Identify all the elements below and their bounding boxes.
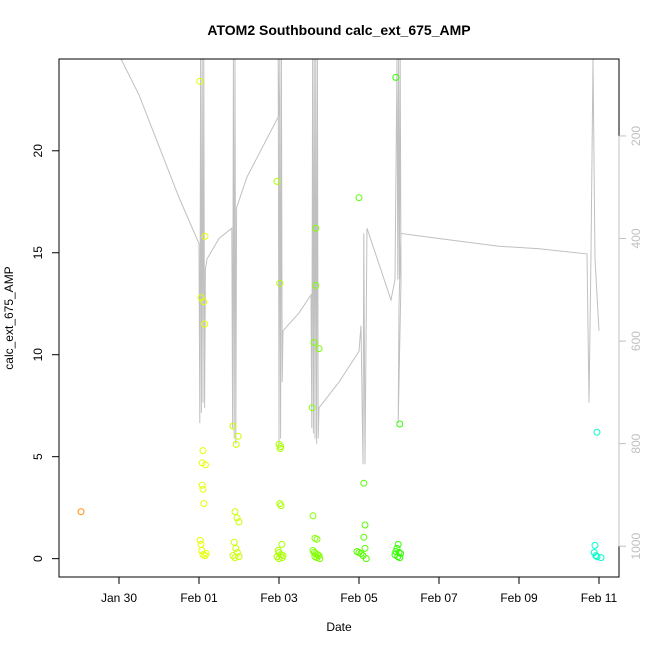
data-point-43 — [278, 554, 286, 562]
data-point-44 — [275, 555, 283, 563]
data-point-81 — [593, 428, 601, 436]
data-point-21 — [231, 508, 239, 516]
data-point-57 — [315, 552, 323, 560]
data-point-72 — [396, 420, 404, 428]
y-tick-label-1: 5 — [31, 453, 45, 460]
x-tick-label-1: Feb 01 — [180, 591, 218, 605]
data-point-45 — [312, 224, 320, 232]
data-point-65 — [361, 544, 369, 552]
data-point-73 — [394, 540, 402, 548]
data-point-28 — [235, 553, 243, 561]
x-tick-label-5: Feb 09 — [500, 591, 538, 605]
data-point-29 — [231, 554, 239, 562]
plot-frame — [58, 58, 620, 578]
depth-series-line — [120, 59, 600, 465]
data-point-31 — [276, 279, 284, 287]
depth-line-layer — [120, 59, 600, 465]
data-point-1 — [196, 77, 204, 85]
data-point-17 — [202, 550, 210, 557]
data-point-11 — [200, 500, 208, 508]
data-point-6 — [199, 447, 207, 455]
data-point-24 — [230, 538, 238, 546]
data-point-18 — [229, 422, 237, 430]
data-point-32 — [275, 440, 283, 448]
data-point-52 — [313, 535, 321, 543]
data-point-50 — [309, 512, 317, 520]
data-point-3 — [200, 298, 208, 306]
x-tick-label-6: Feb 11 — [581, 591, 618, 605]
right-tick-label-3: 800 — [629, 433, 643, 453]
data-point-47 — [310, 339, 318, 346]
data-point-10 — [199, 485, 207, 493]
y-axis-label: calc_ext_675_AMP — [2, 266, 16, 369]
y-tick-label-3: 15 — [31, 246, 45, 260]
data-point-34 — [276, 445, 284, 452]
data-point-4 — [201, 232, 209, 240]
data-point-68 — [357, 550, 365, 557]
right-tick-label-4: 1000 — [629, 533, 643, 560]
data-point-13 — [197, 540, 205, 548]
data-point-63 — [361, 521, 369, 529]
y-tick-label-4: 20 — [31, 144, 45, 158]
data-point-30 — [273, 177, 281, 185]
data-point-71 — [392, 73, 400, 81]
right-tick-label-2: 600 — [629, 331, 643, 351]
data-point-36 — [277, 502, 285, 510]
data-point-19 — [234, 432, 242, 440]
data-point-9 — [198, 481, 206, 489]
data-point-42 — [273, 553, 281, 561]
y-tick-label-2: 10 — [31, 348, 45, 362]
data-point-80 — [396, 554, 404, 562]
data-point-48 — [315, 345, 323, 353]
data-point-37 — [278, 540, 286, 548]
data-point-49 — [308, 404, 316, 412]
data-point-5 — [201, 320, 209, 328]
data-point-82 — [591, 541, 599, 549]
data-point-76 — [395, 549, 403, 556]
x-tick-label-4: Feb 07 — [420, 591, 458, 605]
data-point-70 — [362, 555, 370, 563]
y-axis: 0 5 10 15 20 — [31, 144, 59, 562]
data-point-12 — [196, 536, 204, 544]
x-tick-label-0: Jan 30 — [101, 591, 137, 605]
points-layer — [77, 73, 605, 563]
data-point-0 — [77, 508, 85, 516]
data-point-22 — [233, 514, 241, 522]
data-point-20 — [232, 440, 240, 448]
right-tick-label-0: 200 — [629, 126, 643, 146]
data-point-62 — [360, 479, 368, 487]
right-axis: 200 400 600 800 1000 — [618, 126, 643, 560]
data-point-60 — [316, 555, 324, 563]
data-point-25 — [232, 544, 240, 552]
x-axis-label: Date — [326, 620, 352, 634]
data-point-8 — [201, 461, 209, 469]
data-point-85 — [593, 553, 601, 561]
data-point-64 — [360, 533, 368, 541]
x-tick-label-3: Feb 05 — [340, 591, 378, 605]
x-tick-label-2: Feb 03 — [260, 591, 298, 605]
x-axis: Jan 30 Feb 01 Feb 03 Feb 05 Feb 07 Feb 09 Feb … — [101, 577, 618, 605]
data-point-86 — [597, 554, 605, 562]
right-tick-label-1: 400 — [629, 228, 643, 248]
data-point-46 — [312, 281, 320, 289]
y-tick-label-0: 0 — [31, 555, 45, 562]
data-point-74 — [393, 544, 401, 552]
chart-title: ATOM2 Southbound calc_ext_675_AMP — [207, 22, 470, 38]
data-point-23 — [235, 518, 243, 526]
data-point-61 — [355, 194, 363, 202]
